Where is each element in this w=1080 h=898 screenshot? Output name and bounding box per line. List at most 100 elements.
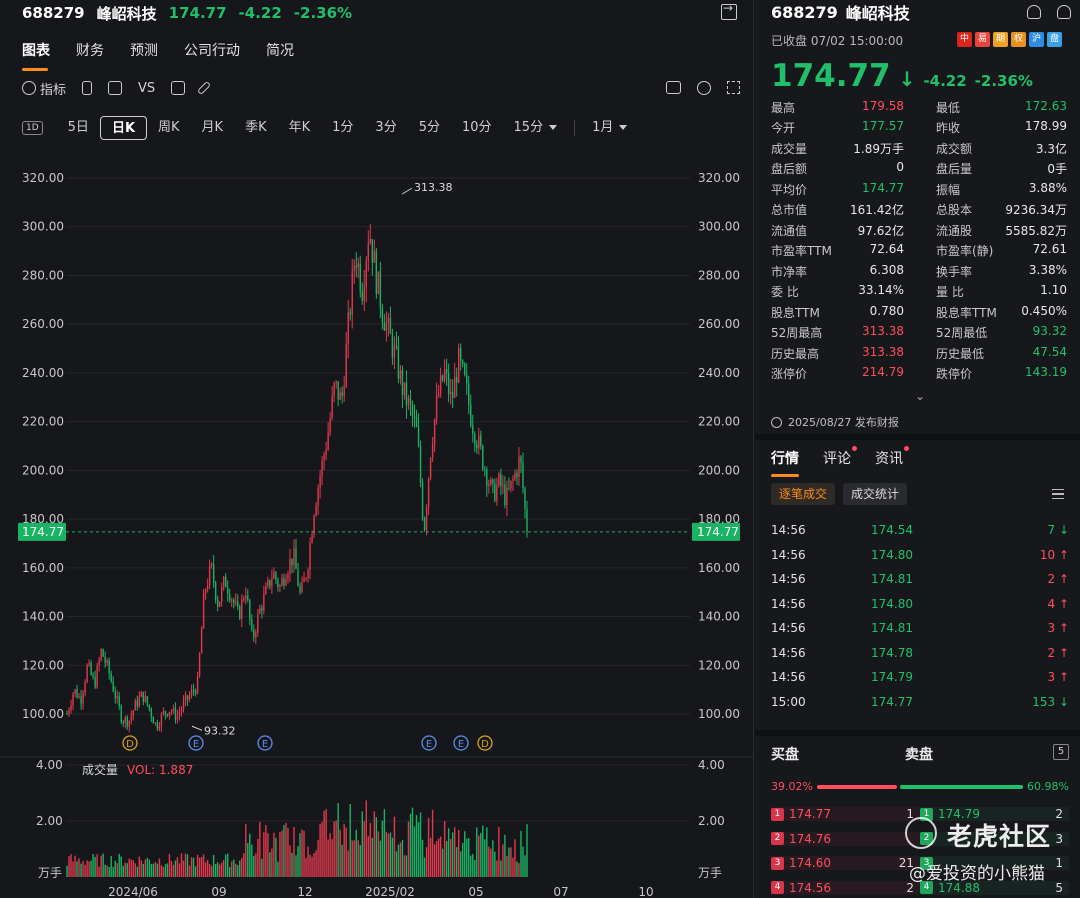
range-select[interactable]: 1月: [581, 116, 638, 140]
volume-bar: [293, 826, 295, 877]
heart-icon[interactable]: [1027, 5, 1041, 19]
volume-bar: [78, 858, 80, 877]
volume-bar: [182, 860, 185, 877]
bid-level[interactable]: 4 174.56 2: [771, 880, 920, 895]
chevron-down-icon[interactable]: ⌄: [915, 389, 926, 403]
period-day-k[interactable]: 日K: [99, 116, 148, 140]
event-marker-icon[interactable]: [421, 735, 437, 751]
draw-button[interactable]: [197, 80, 212, 96]
candle-body: [231, 599, 233, 601]
stat-value: 1.89万手: [853, 141, 904, 156]
order-book-row: 1 174.77 1 1 174.79 2: [771, 802, 1069, 827]
stat-value: 97.62亿: [857, 223, 904, 238]
stock-change-pct: -2.36%: [293, 4, 353, 22]
list-icon[interactable]: [1052, 489, 1064, 499]
volume-bar: [526, 824, 528, 877]
volume-bar: [335, 820, 337, 877]
candle-body: [329, 417, 331, 434]
volume-bar: [281, 830, 283, 877]
candle-body: [102, 649, 104, 657]
flag-badge[interactable]: 沪: [1029, 32, 1044, 47]
divider: [755, 434, 1080, 440]
kline-chart[interactable]: 320.00 320.00 300.00 300.00 280.00 280.00 260.…: [0, 150, 754, 898]
period-15m[interactable]: 15分: [503, 116, 569, 140]
period-3m[interactable]: 3分: [375, 120, 397, 135]
tab-comments[interactable]: 评论: [823, 446, 857, 477]
event-marker-icon[interactable]: [477, 735, 493, 751]
camera-icon[interactable]: [666, 81, 681, 94]
volume-bar: [194, 866, 197, 877]
candle-body: [249, 599, 251, 620]
period-10m[interactable]: 10分: [461, 120, 492, 135]
watermark: 老虎社区 @爱投资的小熊猫: [905, 815, 1075, 887]
period-week-k[interactable]: 周K: [158, 120, 180, 135]
event-marker-icon[interactable]: [453, 735, 469, 751]
flag-badge[interactable]: 期: [993, 32, 1008, 47]
bid-level[interactable]: 1 174.77 1: [771, 807, 920, 822]
volume-bar: [110, 856, 112, 877]
stat-label: 涨停价: [771, 367, 808, 382]
bell-icon[interactable]: [1057, 5, 1071, 19]
stat-value: 0.780: [869, 303, 904, 318]
volume-bar: [478, 835, 480, 877]
report-date: 2025/08/27 发布财报: [788, 416, 899, 429]
event-marker-icon[interactable]: [188, 735, 204, 751]
square-button[interactable]: [108, 81, 123, 95]
earnings-report[interactable]: 2025/08/27 发布财报: [771, 414, 899, 430]
candle-body: [261, 608, 263, 611]
flag-badge[interactable]: 易: [975, 32, 990, 47]
trade-row: 14:56 174.80 4 ↑: [771, 592, 1069, 617]
flag-badge[interactable]: 权: [1011, 32, 1026, 47]
trade-price: 174.80: [871, 547, 913, 562]
levels-button[interactable]: 5: [1053, 744, 1069, 760]
tab-forecast[interactable]: 预测: [130, 43, 158, 59]
ask-level[interactable]: 3 1: [920, 856, 1069, 871]
ask-level[interactable]: 4 174.88 5: [920, 880, 1069, 895]
event-marker-icon[interactable]: [257, 735, 273, 751]
event-marker-icon[interactable]: [122, 735, 138, 751]
event-marker-label: E: [458, 739, 464, 750]
tab-news[interactable]: 资讯: [875, 446, 909, 477]
candle-type-button[interactable]: [82, 81, 93, 95]
tab-profile[interactable]: 简况: [266, 43, 294, 59]
compare-button[interactable]: VS: [138, 81, 155, 96]
period-5m[interactable]: 5分: [418, 120, 440, 135]
volume-bar: [243, 853, 245, 877]
day-icon[interactable]: 1D: [22, 121, 43, 135]
candle-body: [409, 397, 412, 405]
indicator-button[interactable]: 指标: [22, 79, 66, 98]
quote-name: 峰岹科技: [845, 4, 910, 23]
flag-badge[interactable]: 盘: [1047, 32, 1062, 47]
fullscreen-icon[interactable]: [727, 81, 740, 94]
period-quarter-k[interactable]: 季K: [245, 120, 267, 135]
tab-chart[interactable]: 图表: [22, 40, 50, 71]
candle-body: [395, 345, 398, 347]
chip-tick-trades[interactable]: 逐笔成交: [771, 483, 836, 505]
gear-icon[interactable]: [697, 81, 711, 95]
stats-row: 历史最高 313.38 历史最低 47.54: [771, 343, 1069, 364]
period-month-k[interactable]: 月K: [201, 120, 224, 135]
volume-bar: [399, 842, 402, 877]
bid-level[interactable]: 3 174.60 21: [771, 856, 920, 871]
trend-button[interactable]: [171, 81, 186, 95]
period-year-k[interactable]: 年K: [288, 120, 311, 135]
period-5d[interactable]: 5日: [67, 120, 89, 135]
candle-body: [337, 381, 339, 400]
stats-row: 流通值 97.62亿 流通股 5585.82万: [771, 220, 1069, 241]
chip-trade-stats[interactable]: 成交统计: [843, 483, 908, 505]
flag-badge[interactable]: 中: [957, 32, 972, 47]
tab-corporate-actions[interactable]: 公司行动: [184, 43, 240, 59]
stat-value: 0手: [1047, 162, 1067, 177]
exit-icon[interactable]: [721, 1, 737, 20]
period-1m[interactable]: 1分: [332, 120, 354, 135]
tab-market[interactable]: 行情: [771, 448, 799, 477]
candle-body: [229, 593, 231, 601]
volume-bar: [285, 822, 287, 877]
candle-body: [437, 394, 440, 396]
bid-level[interactable]: 2 174.76: [771, 831, 920, 846]
stat-cell: 涨停价 214.79: [771, 365, 920, 382]
quote-change-pct: -2.36%: [974, 72, 1033, 90]
ask-level[interactable]: 1 174.79 2: [920, 807, 1069, 822]
tab-finance[interactable]: 财务: [76, 43, 104, 59]
candle-body: [78, 696, 80, 698]
